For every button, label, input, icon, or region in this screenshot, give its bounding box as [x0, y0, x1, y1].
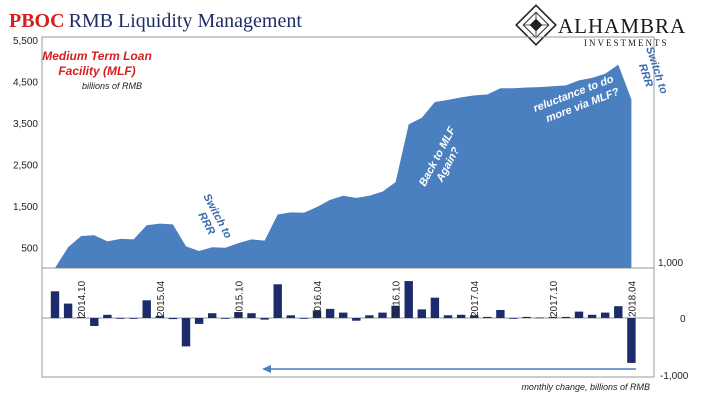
bar-x-tick-label: 2015.10	[234, 280, 245, 317]
monthly-change-bar	[103, 314, 112, 318]
monthly-change-bar	[221, 318, 230, 319]
right-y-tick-label: -1,000	[660, 371, 689, 382]
monthly-change-bar	[587, 314, 597, 318]
bar-x-tick-label: 2014.10	[77, 280, 88, 317]
series-subtitle: billions of RMB	[82, 81, 142, 91]
monthly-change-bar	[404, 281, 413, 318]
monthly-change-bar	[391, 305, 400, 318]
monthly-change-bar	[430, 297, 440, 318]
annotation-switch-to-rrr-2015: Switch to RRR	[195, 192, 234, 241]
left-y-tick-label: 3,500	[13, 119, 38, 130]
monthly-change-bar	[260, 318, 269, 320]
left-y-tick-label: 1,500	[13, 202, 38, 213]
bar-layer: 2014.10 2015.04 2015.10 2016.04 2016.10 2017.…	[42, 280, 654, 363]
monthly-change-bar	[365, 315, 374, 318]
logo-tagline: INVESTMENTS	[584, 38, 669, 48]
monthly-change-bar	[378, 312, 387, 318]
monthly-change-bar	[601, 312, 610, 318]
left-y-tick-label: 5,500	[13, 36, 38, 47]
left-y-tick-label: 4,500	[13, 77, 38, 88]
area-layer	[55, 64, 632, 268]
arrow-left-icon	[262, 365, 636, 373]
bar-x-tick-label: 2017.10	[549, 280, 560, 317]
chart-title: PBOC RMB Liquidity Management	[9, 10, 302, 32]
monthly-change-bar	[443, 315, 453, 318]
series-title-line1: Medium Term Loan	[42, 49, 152, 63]
alhambra-logo: ALHAMBRA INVESTMENTS	[515, 4, 686, 48]
monthly-change-bar	[614, 306, 623, 318]
monthly-change-bar	[561, 316, 571, 318]
monthly-change-bar	[208, 313, 217, 318]
mlf-outstanding-area	[55, 64, 632, 268]
bar-x-tick-label: 2017.04	[470, 280, 481, 317]
logo-name: ALHAMBRA	[558, 14, 686, 38]
title-rest: RMB Liquidity Management	[69, 10, 303, 32]
monthly-change-bar	[456, 314, 466, 318]
bottom-plot-frame	[41, 267, 655, 378]
diamond-logo-icon	[515, 4, 557, 46]
monthly-change-bar	[168, 318, 178, 320]
monthly-change-bar	[496, 310, 505, 318]
monthly-change-bar	[194, 318, 204, 324]
right-y-tick-label: 1,000	[658, 258, 683, 269]
axis-layer: 5,500 4,500 3,500 2,500 1,500 500 1,000 0 -1,000	[13, 36, 689, 382]
monthly-change-bar	[286, 315, 295, 318]
monthly-change-bar	[155, 315, 164, 318]
left-y-tick-label: 500	[21, 243, 38, 254]
title-prefix: PBOC	[9, 10, 65, 32]
monthly-change-bar	[627, 318, 636, 363]
monthly-change-bar	[142, 300, 151, 318]
monthly-change-bar	[548, 316, 557, 318]
left-y-tick-label: 2,500	[13, 160, 38, 171]
monthly-change-bar	[522, 316, 531, 318]
monthly-change-bar	[273, 284, 282, 318]
right-y-tick-label: 0	[680, 314, 686, 325]
bar-x-tick-label: 2016.10	[392, 280, 403, 317]
monthly-change-bar	[77, 316, 86, 318]
monthly-change-bar	[339, 312, 348, 318]
monthly-change-bar	[470, 315, 479, 318]
bottom-axis-label: monthly change, billions of RMB	[521, 382, 650, 392]
bar-x-tick-label: 2018.04	[627, 280, 638, 317]
annotation-switch-to-rrr-2018: Switch to RRR	[636, 45, 670, 95]
monthly-change-bar	[299, 318, 309, 319]
bar-x-tick-label: 2016.04	[313, 280, 324, 317]
monthly-change-bar	[509, 318, 518, 319]
series-title-line2: Facility (MLF)	[58, 64, 135, 78]
bar-x-tick-label: 2015.04	[156, 280, 167, 317]
monthly-change-bar	[50, 291, 60, 319]
monthly-change-bar	[352, 318, 361, 321]
monthly-change-bar	[63, 303, 73, 318]
monthly-change-bar	[247, 313, 256, 318]
monthly-change-bar	[181, 318, 191, 347]
monthly-change-bar	[129, 318, 138, 319]
monthly-change-bar	[483, 316, 492, 318]
monthly-change-bar	[535, 317, 544, 319]
monthly-change-bar	[90, 318, 99, 326]
monthly-change-bar	[325, 308, 335, 318]
monthly-change-bar	[417, 309, 426, 318]
monthly-change-bar	[116, 318, 125, 319]
monthly-change-bar	[234, 312, 243, 318]
monthly-change-bar	[574, 311, 584, 318]
monthly-change-bar	[312, 310, 322, 318]
